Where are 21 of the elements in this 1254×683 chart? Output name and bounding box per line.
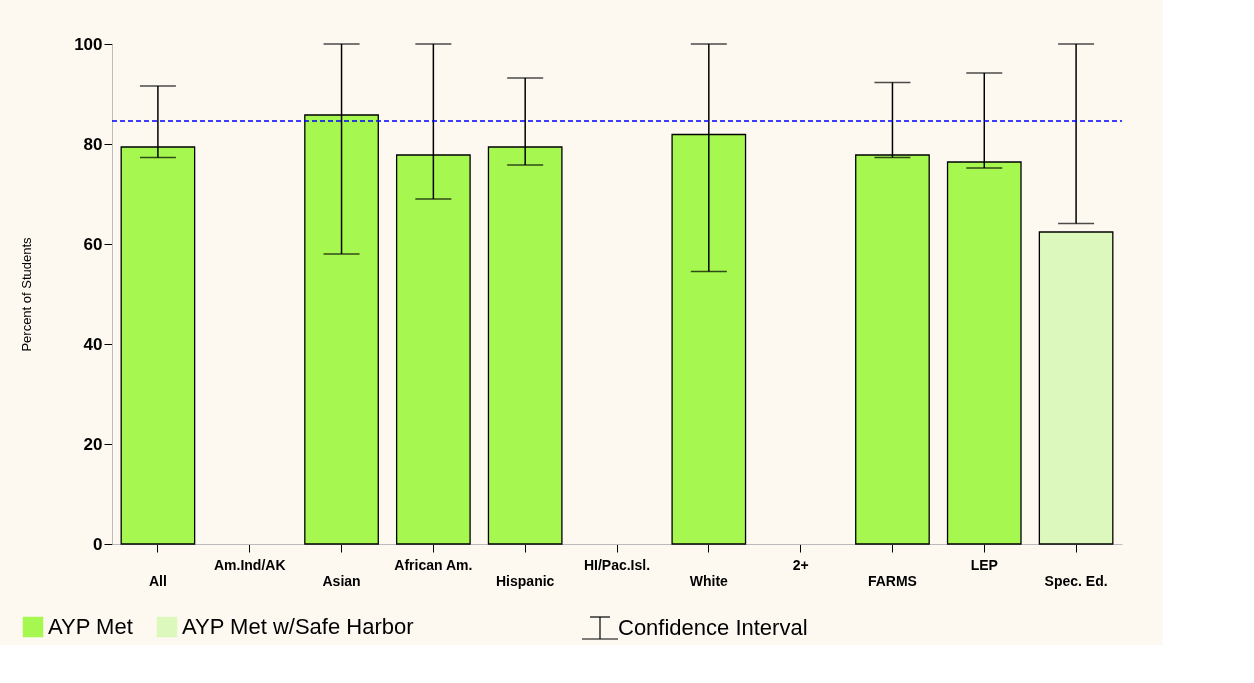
x-tick-label: LEP: [970, 556, 998, 573]
x-tick-label: HI/Pac.Isl.: [583, 556, 651, 573]
x-tick-label: FARMS: [867, 572, 917, 589]
y-tick-label: 60: [83, 234, 103, 254]
text: Confidence Interval: [618, 615, 808, 640]
y-tick-label: 80: [83, 134, 103, 154]
y-axis-title: Percent of Students: [19, 236, 35, 352]
x-tick-label: White: [689, 572, 729, 589]
y-tick-label: 20: [83, 434, 103, 454]
x-tick-label: African Am.: [394, 556, 473, 573]
x-tick-label: Hispanic: [496, 572, 555, 589]
legend-label: AYP Met w/Safe Harbor: [182, 614, 414, 639]
y-tick-label: 100: [74, 34, 103, 54]
legend-label: AYP Met: [48, 614, 133, 639]
x-tick-label: Asian: [322, 572, 361, 589]
x-tick-label: All: [148, 572, 167, 589]
x-tick-label: Am.Ind/AK: [213, 556, 286, 573]
x-tick-label: Spec. Ed.: [1044, 572, 1108, 589]
y-tick-label: 0: [93, 534, 103, 554]
y-tick-label: 40: [83, 334, 103, 354]
x-tick-label: 2+: [792, 556, 809, 573]
